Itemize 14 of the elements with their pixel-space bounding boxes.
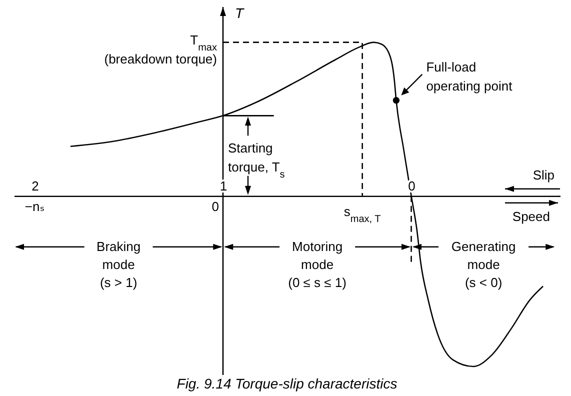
annotation: s$_{max, T}$: [344, 204, 381, 224]
annotation: −nₛ: [24, 198, 45, 214]
text: Fig. 9.14 Torque-slip characteristics: [176, 376, 398, 392]
x-tick-label: 2: [32, 178, 39, 194]
annotation: 0: [212, 198, 219, 214]
annotation: Full-load operating point: [426, 59, 513, 94]
annotation: Starting torque, T$_{s}$: [228, 140, 285, 180]
y-axis-title: T: [234, 5, 245, 21]
x-axis-title: Slip: [532, 167, 554, 182]
annotation: T$_{max}$ (breakdown torque): [104, 32, 217, 66]
annotation: Generating mode (s < 0): [451, 238, 516, 290]
annotation: Braking mode (s > 1): [96, 238, 141, 290]
annotation: Motoring mode (0 ≤ s ≤ 1): [288, 238, 346, 290]
annotation: Speed: [512, 208, 550, 224]
